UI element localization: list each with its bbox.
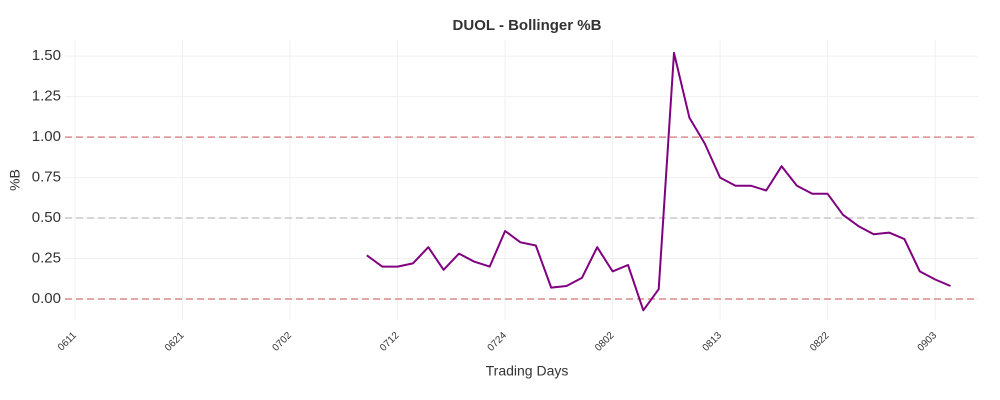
y-axis-label: %B — [7, 169, 23, 191]
y-tick-label: 1.25 — [32, 88, 61, 105]
y-tick-label: 0.75 — [32, 169, 61, 186]
x-tick-label: 0813 — [701, 330, 725, 354]
x-tick-label: 0822 — [808, 330, 832, 354]
x-tick-label: 0611 — [56, 330, 79, 353]
y-tick-label: 0.25 — [32, 249, 61, 266]
x-tick-label: 0903 — [916, 330, 940, 354]
x-tick-label: 0724 — [486, 330, 510, 354]
chart-title: DUOL - Bollinger %B — [453, 17, 602, 34]
y-tick-label: 0.50 — [32, 209, 61, 226]
x-tick-label: 0702 — [271, 330, 295, 354]
x-tick-label: 0712 — [378, 330, 402, 354]
x-axis-label: Trading Days — [486, 363, 569, 379]
x-tick-label: 0802 — [593, 330, 617, 354]
x-tick-label: 0621 — [163, 330, 187, 354]
y-tick-label: 1.00 — [32, 128, 61, 145]
y-tick-label: 1.50 — [32, 47, 61, 64]
data-line — [366, 51, 951, 312]
y-tick-label: 0.00 — [32, 290, 61, 307]
